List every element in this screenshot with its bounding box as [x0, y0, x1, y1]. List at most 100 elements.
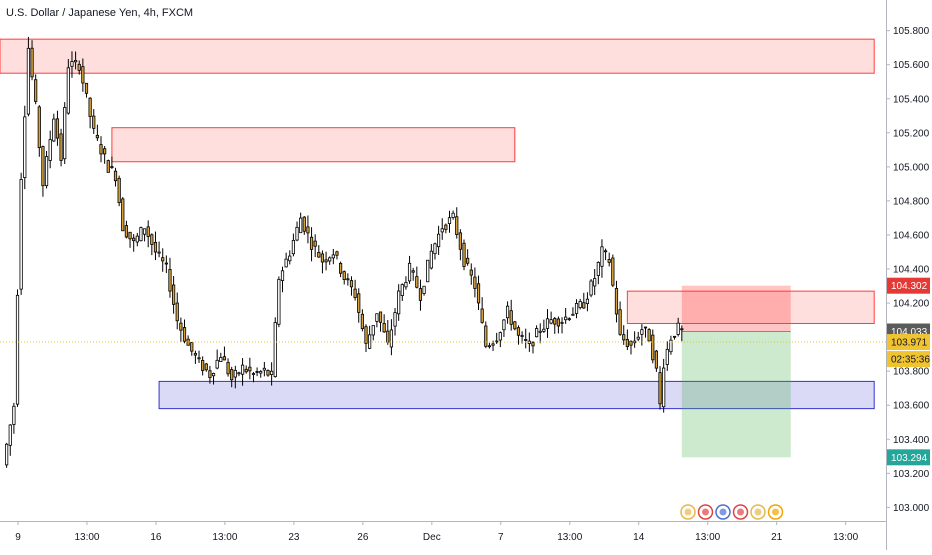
ma-price-tag: 103.971 — [887, 334, 930, 351]
candle — [95, 124, 99, 141]
candle — [233, 365, 237, 389]
candle — [34, 74, 38, 105]
price-tick-label: 104.400 — [893, 265, 930, 276]
candle — [360, 309, 364, 332]
candle — [589, 279, 593, 298]
candle — [273, 317, 277, 378]
candle — [505, 301, 510, 324]
candle — [150, 233, 154, 256]
economic-event-icon[interactable] — [750, 504, 766, 520]
position-layer — [681, 285, 791, 458]
candle — [418, 279, 423, 311]
candle — [640, 324, 644, 346]
candle — [335, 250, 339, 260]
candle — [680, 325, 684, 342]
candle — [237, 371, 241, 377]
candle — [277, 276, 281, 328]
candle — [549, 311, 553, 325]
candle — [338, 261, 343, 278]
candle — [30, 40, 34, 81]
price-tick-label: 105.200 — [893, 128, 930, 139]
candle — [596, 261, 600, 285]
candle — [397, 284, 401, 321]
supply-zone-mid[interactable] — [111, 127, 516, 163]
candle — [110, 156, 114, 169]
candle — [560, 317, 564, 334]
candle — [582, 292, 586, 309]
time-tick-label: 7 — [498, 532, 504, 543]
candle — [516, 325, 521, 345]
candle — [669, 335, 673, 355]
candle — [607, 252, 611, 267]
candle — [371, 325, 375, 341]
demand-zone[interactable] — [158, 380, 875, 410]
candle — [317, 245, 321, 258]
candle — [578, 298, 582, 310]
time-tick-label: 13:00 — [212, 532, 237, 543]
economic-event-icon[interactable] — [680, 504, 696, 520]
candle — [262, 361, 266, 377]
candle — [226, 358, 230, 377]
supply-zone-top[interactable] — [0, 38, 875, 74]
economic-event-icon[interactable] — [767, 504, 784, 520]
candle — [556, 316, 560, 334]
candle — [411, 267, 415, 281]
candle — [103, 145, 107, 164]
candle — [625, 329, 629, 351]
economic-event-icon[interactable] — [732, 504, 749, 520]
supply-zone-right[interactable] — [626, 290, 875, 324]
economic-event-icon[interactable] — [715, 504, 731, 520]
candle — [153, 231, 158, 261]
candle — [248, 357, 252, 380]
candles-layer — [5, 36, 684, 468]
candle — [168, 257, 172, 298]
candle — [389, 319, 394, 356]
price-tick-label: 103.800 — [893, 367, 930, 378]
price-tick-label: 104.800 — [893, 196, 930, 207]
candle — [426, 259, 430, 283]
position-target-area[interactable] — [681, 331, 791, 458]
candle — [182, 319, 187, 344]
price-tick-label: 105.000 — [893, 162, 930, 173]
price-tick-label: 104.600 — [893, 230, 930, 241]
candle — [328, 256, 332, 265]
candle — [611, 254, 615, 288]
candle — [357, 288, 361, 323]
time-tick-label: 9 — [15, 532, 21, 543]
candle — [19, 172, 23, 295]
price-tick-label: 104.200 — [893, 299, 930, 310]
candle — [462, 239, 466, 271]
candle — [415, 266, 419, 289]
candle — [509, 299, 513, 331]
candle — [538, 323, 542, 344]
candle — [63, 102, 67, 164]
candle — [208, 365, 212, 384]
candle — [440, 218, 444, 240]
candle — [121, 196, 125, 232]
stop-price-tag: 104.302 — [887, 277, 930, 294]
candle — [193, 350, 197, 364]
candle — [447, 210, 452, 233]
candle — [593, 269, 597, 296]
candle — [230, 366, 234, 388]
candle — [342, 270, 346, 285]
candle — [480, 297, 484, 324]
candle — [142, 228, 147, 242]
candle — [600, 239, 604, 278]
position-stop-area[interactable] — [681, 285, 791, 332]
candle — [12, 402, 16, 434]
time-tick-label: 14 — [633, 532, 645, 543]
candle — [531, 341, 535, 354]
event-badges[interactable] — [680, 504, 784, 520]
candle — [23, 105, 27, 190]
candle — [44, 150, 49, 189]
candle — [553, 316, 557, 334]
candle — [52, 113, 56, 143]
candle — [197, 350, 201, 364]
candle — [455, 207, 459, 239]
economic-event-icon[interactable] — [697, 504, 714, 520]
candle — [672, 335, 677, 340]
